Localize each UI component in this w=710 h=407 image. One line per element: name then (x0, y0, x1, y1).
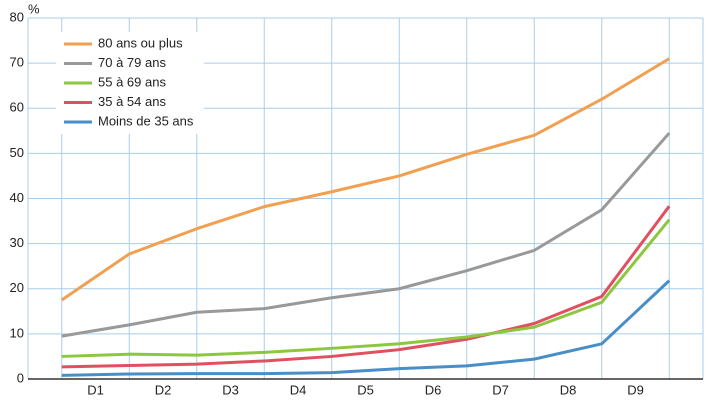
y-tick-label: 80 (10, 9, 24, 24)
y-tick-label: 70 (10, 55, 24, 70)
series-line (60, 57, 671, 302)
y-tick-label: 50 (10, 145, 24, 160)
x-tick-label: D2 (155, 382, 172, 397)
x-tick-label: D7 (492, 382, 509, 397)
x-tick-label: D9 (627, 382, 644, 397)
legend-label: 55 à 69 ans (98, 74, 166, 89)
series-line (61, 132, 671, 338)
x-tick-label: D8 (560, 382, 577, 397)
y-tick-label: 30 (10, 235, 24, 250)
legend-label: 35 à 54 ans (98, 94, 166, 109)
series-line (61, 205, 671, 369)
y-tick-label: 40 (10, 190, 24, 205)
legend-label: 70 à 79 ans (98, 55, 166, 70)
x-tick-label: D5 (357, 382, 374, 397)
x-tick-label: D3 (222, 382, 239, 397)
y-tick-label: 10 (10, 325, 24, 340)
x-tick-label: D1 (87, 382, 104, 397)
series-line (61, 218, 671, 358)
y-tick-label: 0 (17, 370, 24, 385)
x-tick-label: D4 (290, 382, 307, 397)
legend-label: 80 ans ou plus (98, 35, 183, 50)
y-tick-label: 60 (10, 100, 24, 115)
unit-label: % (28, 1, 40, 16)
legend: 80 ans ou plus 70 à 79 ans 55 à 69 ans 35 à… (56, 32, 204, 134)
x-tick-label: D6 (425, 382, 442, 397)
y-tick-label: 20 (10, 280, 24, 295)
legend-label: Moins de 35 ans (98, 113, 194, 128)
series-line (61, 279, 671, 377)
